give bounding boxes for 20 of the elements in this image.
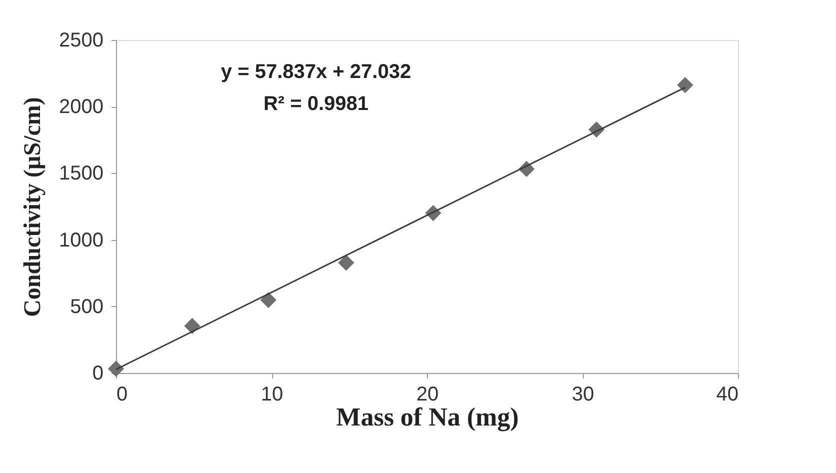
y-tick-label: 2000 <box>59 96 104 118</box>
x-tick-label: 0 <box>116 384 128 406</box>
y-tick-label: 1000 <box>59 229 104 252</box>
x-tick-label: 30 <box>572 384 594 406</box>
y-tick-label: 0 <box>92 362 104 384</box>
y-tick-label: 1500 <box>59 162 104 185</box>
x-tick-label: 20 <box>416 384 439 406</box>
point <box>108 360 124 377</box>
y-tick-label: 2500 <box>59 30 104 52</box>
point <box>677 76 694 94</box>
y-tick-label: 500 <box>70 296 104 318</box>
x-tick-label: 40 <box>716 384 738 406</box>
annotation: y = 57.837x + 27.032 <box>220 61 412 83</box>
annotation: R² = 0.9981 <box>263 93 369 115</box>
y-axis-title: Conductivity (µS/cm) <box>20 97 46 317</box>
point <box>184 318 200 334</box>
x-axis-title: Mass of Na (mg) <box>336 402 519 432</box>
x-tick-label: 10 <box>260 384 284 406</box>
point <box>260 292 276 308</box>
point <box>338 254 354 271</box>
